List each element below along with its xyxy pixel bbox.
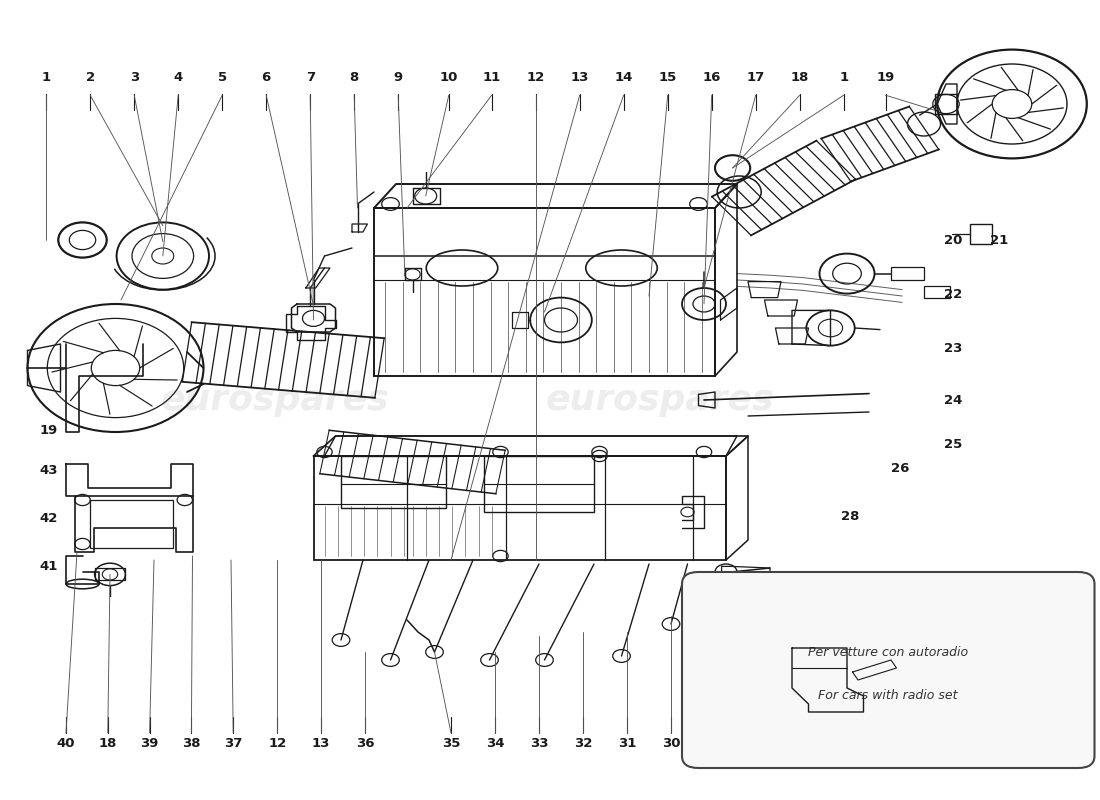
Bar — [924, 286, 950, 298]
Bar — [314, 456, 726, 560]
Text: 28: 28 — [842, 510, 860, 522]
Text: 16: 16 — [703, 71, 720, 84]
Text: 21: 21 — [990, 234, 1009, 246]
Text: 22: 22 — [944, 288, 962, 301]
Text: 32: 32 — [574, 738, 592, 750]
Text: 17: 17 — [747, 71, 764, 84]
Bar — [970, 224, 992, 244]
Text: 13: 13 — [312, 738, 330, 750]
Text: 42: 42 — [40, 512, 58, 525]
Text: 12: 12 — [527, 71, 544, 84]
Text: 26: 26 — [891, 462, 910, 474]
Text: 25: 25 — [944, 438, 962, 450]
Text: 31: 31 — [618, 738, 636, 750]
Text: 19: 19 — [40, 424, 58, 437]
Text: 12: 12 — [268, 738, 286, 750]
Bar — [90, 500, 173, 548]
Text: 6: 6 — [262, 71, 271, 84]
Text: eurospares: eurospares — [161, 383, 389, 417]
Text: 4: 4 — [174, 71, 183, 84]
Text: 43: 43 — [40, 464, 58, 477]
Text: 23: 23 — [944, 342, 962, 354]
Text: 18: 18 — [791, 71, 808, 84]
Text: 29: 29 — [706, 738, 724, 750]
Text: 8: 8 — [350, 71, 359, 84]
Text: 38: 38 — [183, 738, 200, 750]
Text: 39: 39 — [141, 738, 158, 750]
Text: 30: 30 — [662, 738, 680, 750]
Text: 20: 20 — [944, 234, 962, 246]
Text: 11: 11 — [483, 71, 500, 84]
Text: 27: 27 — [770, 570, 789, 582]
Text: For cars with radio set: For cars with radio set — [818, 690, 958, 702]
Text: 14: 14 — [615, 71, 632, 84]
Text: 19: 19 — [877, 71, 894, 84]
Text: 13: 13 — [571, 71, 588, 84]
FancyBboxPatch shape — [682, 572, 1094, 768]
Text: 34: 34 — [486, 738, 504, 750]
Text: Per vetture con autoradio: Per vetture con autoradio — [808, 646, 968, 659]
Text: 41: 41 — [40, 560, 58, 573]
Bar — [891, 267, 924, 280]
Text: 5: 5 — [218, 71, 227, 84]
Text: 18: 18 — [99, 738, 117, 750]
Text: 1: 1 — [839, 71, 848, 84]
Text: 36: 36 — [356, 738, 374, 750]
Text: 24: 24 — [944, 394, 962, 406]
Text: 2: 2 — [86, 71, 95, 84]
Text: 10: 10 — [440, 71, 458, 84]
Text: 3: 3 — [130, 71, 139, 84]
Text: 7: 7 — [306, 71, 315, 84]
Text: 40: 40 — [57, 738, 75, 750]
Text: 37: 37 — [224, 738, 242, 750]
Bar — [374, 208, 715, 376]
Text: 33: 33 — [530, 738, 548, 750]
Bar — [484, 456, 594, 512]
Bar — [341, 456, 446, 508]
Text: 9: 9 — [394, 71, 403, 84]
Text: 15: 15 — [659, 71, 676, 84]
Text: 1: 1 — [42, 71, 51, 84]
Text: 35: 35 — [442, 738, 460, 750]
Text: eurospares: eurospares — [546, 383, 774, 417]
